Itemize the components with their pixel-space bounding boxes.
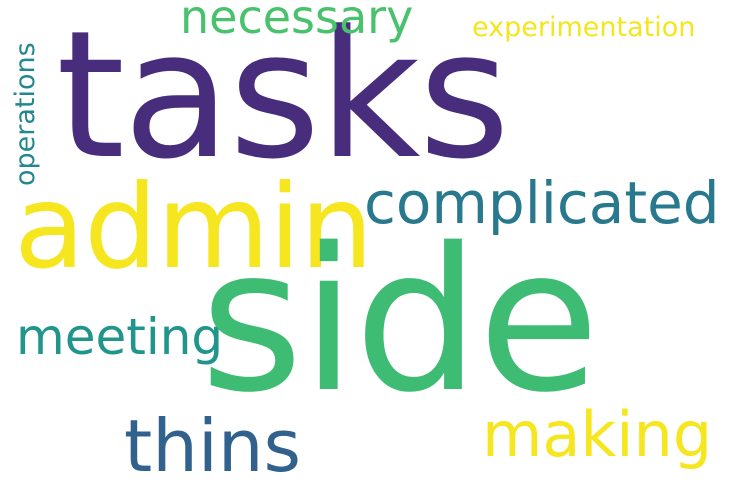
word-admin: admin <box>14 160 373 295</box>
word-tasks: tasks <box>56 0 510 198</box>
word-thins: thins <box>124 404 302 488</box>
word-necessary: necessary <box>180 0 414 44</box>
word-side: side <box>200 205 600 436</box>
word-meeting: meeting <box>16 308 224 366</box>
word-experimentation: experimentation <box>472 12 696 43</box>
word-making: making <box>482 398 713 471</box>
word-complicated: complicated <box>364 169 720 237</box>
